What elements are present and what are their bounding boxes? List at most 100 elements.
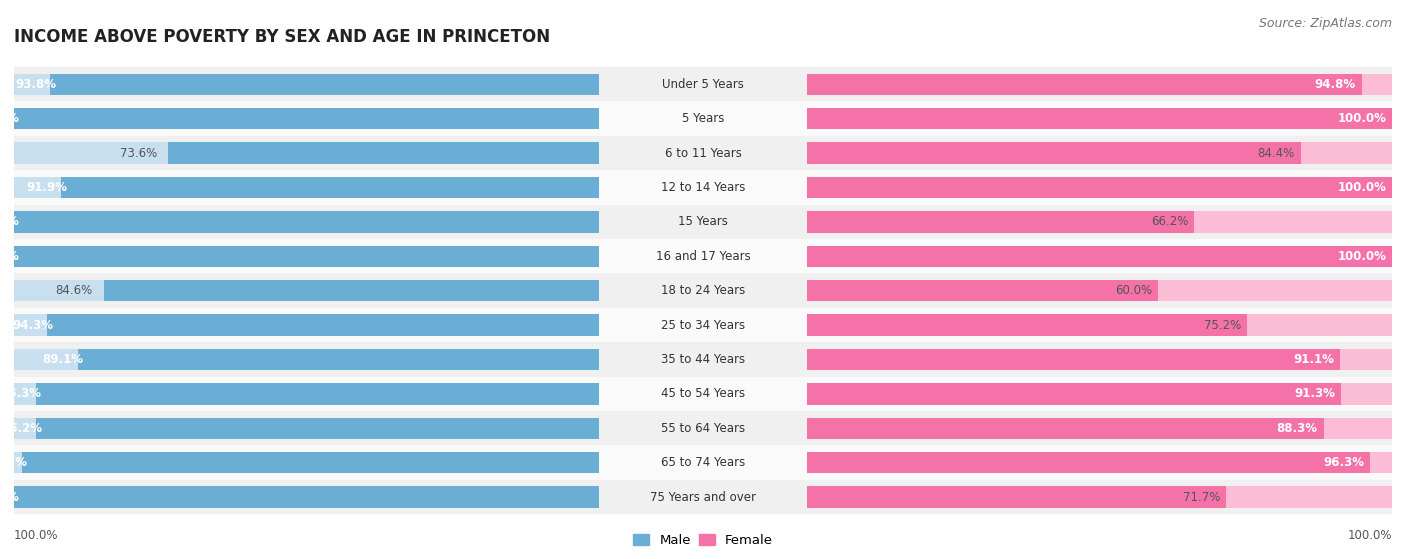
Bar [807, 377, 1392, 411]
Bar [14, 280, 599, 301]
Text: 65 to 74 Years: 65 to 74 Years [661, 456, 745, 469]
Bar [14, 211, 599, 233]
Bar [807, 136, 1392, 170]
Bar [14, 211, 599, 233]
Bar [599, 480, 807, 514]
Text: 45 to 54 Years: 45 to 54 Years [661, 387, 745, 400]
Bar [807, 480, 1392, 514]
Text: 96.2%: 96.2% [1, 422, 42, 435]
Bar [807, 486, 1392, 508]
Text: 100.0%: 100.0% [1337, 250, 1386, 263]
Text: Source: ZipAtlas.com: Source: ZipAtlas.com [1258, 17, 1392, 30]
Bar [807, 308, 1392, 342]
Text: 91.9%: 91.9% [27, 181, 67, 194]
Bar [14, 452, 599, 473]
Bar [807, 452, 1371, 473]
Bar [807, 67, 1392, 102]
Bar [14, 377, 599, 411]
Bar [14, 136, 599, 170]
Bar [807, 245, 1392, 267]
Bar [807, 486, 1226, 508]
Bar [807, 411, 1392, 446]
Bar [599, 102, 807, 136]
Bar [807, 446, 1392, 480]
Bar [807, 280, 1392, 301]
Text: 96.3%: 96.3% [1323, 456, 1364, 469]
Text: 16 and 17 Years: 16 and 17 Years [655, 250, 751, 263]
Bar [14, 486, 599, 508]
Bar [807, 211, 1194, 233]
Bar [807, 177, 1392, 198]
Bar [807, 349, 1392, 370]
Bar [599, 377, 807, 411]
Bar [807, 102, 1392, 136]
Bar [599, 446, 807, 480]
Bar [807, 143, 1301, 164]
Bar [37, 418, 599, 439]
Text: 98.7%: 98.7% [0, 456, 28, 469]
Bar [807, 383, 1392, 405]
Text: 100.0%: 100.0% [1347, 529, 1392, 542]
Bar [14, 108, 599, 129]
Text: 25 to 34 Years: 25 to 34 Years [661, 319, 745, 331]
Text: 100.0%: 100.0% [1337, 181, 1386, 194]
Bar [14, 143, 599, 164]
Bar [807, 177, 1392, 198]
Bar [14, 239, 599, 273]
Bar [14, 314, 599, 336]
Bar [14, 480, 599, 514]
Bar [599, 205, 807, 239]
Bar [807, 383, 1341, 405]
Text: 100.0%: 100.0% [0, 112, 20, 125]
Bar [169, 143, 599, 164]
Text: 35 to 44 Years: 35 to 44 Years [661, 353, 745, 366]
Bar [14, 108, 599, 129]
Text: 12 to 14 Years: 12 to 14 Years [661, 181, 745, 194]
Text: 75.2%: 75.2% [1204, 319, 1241, 331]
Text: 100.0%: 100.0% [1337, 112, 1386, 125]
Bar [14, 446, 599, 480]
Text: 73.6%: 73.6% [120, 146, 157, 159]
Bar [14, 245, 599, 267]
Text: 100.0%: 100.0% [0, 491, 20, 504]
Bar [62, 177, 599, 198]
Bar [14, 383, 599, 405]
Bar [35, 383, 599, 405]
Bar [807, 349, 1340, 370]
Text: 55 to 64 Years: 55 to 64 Years [661, 422, 745, 435]
Bar [14, 177, 599, 198]
Bar [599, 239, 807, 273]
Bar [14, 486, 599, 508]
Text: 71.7%: 71.7% [1184, 491, 1220, 504]
Bar [599, 136, 807, 170]
Text: 6 to 11 Years: 6 to 11 Years [665, 146, 741, 159]
Bar [807, 342, 1392, 377]
Bar [21, 452, 599, 473]
Bar [14, 273, 599, 308]
Bar [14, 74, 599, 95]
Bar [599, 67, 807, 102]
Bar [807, 211, 1392, 233]
Bar [807, 170, 1392, 205]
Text: 91.3%: 91.3% [1295, 387, 1336, 400]
Bar [807, 418, 1323, 439]
Bar [807, 314, 1392, 336]
Text: 84.6%: 84.6% [55, 284, 93, 297]
Bar [807, 108, 1392, 129]
Text: 100.0%: 100.0% [0, 215, 20, 229]
Bar [51, 74, 599, 95]
Bar [807, 273, 1392, 308]
Bar [14, 102, 599, 136]
Text: 96.3%: 96.3% [0, 387, 42, 400]
Bar [14, 411, 599, 446]
Bar [599, 342, 807, 377]
Bar [807, 314, 1247, 336]
Bar [807, 74, 1392, 95]
Text: 91.1%: 91.1% [1294, 353, 1334, 366]
Legend: Male, Female: Male, Female [627, 529, 779, 552]
Bar [14, 308, 599, 342]
Text: Under 5 Years: Under 5 Years [662, 78, 744, 91]
Bar [599, 273, 807, 308]
Bar [807, 280, 1159, 301]
Bar [807, 452, 1392, 473]
